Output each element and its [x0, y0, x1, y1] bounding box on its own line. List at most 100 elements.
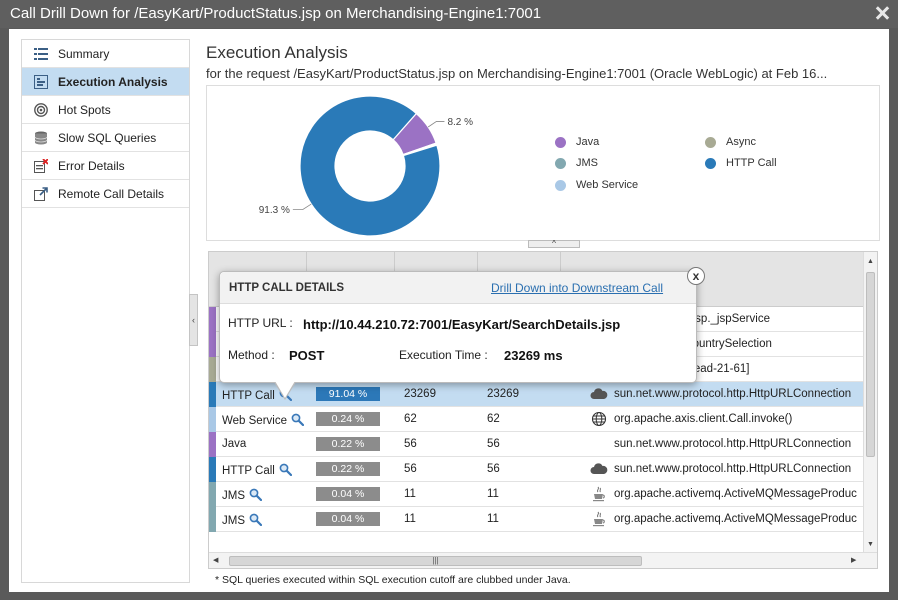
row-type-label: JMS — [222, 515, 245, 527]
legend-dot-web-service — [555, 179, 566, 191]
slice-label: 8.2 % — [447, 117, 473, 128]
scroll-right-icon[interactable]: ▶ — [851, 557, 857, 564]
percentage-badge: 0.04 % — [316, 512, 380, 526]
legend-dot-jms — [555, 157, 566, 169]
legend-label: Java — [576, 136, 600, 148]
legend-label: Web Service — [576, 179, 639, 191]
sidebar-item-execution-analysis[interactable]: Execution Analysis — [22, 68, 189, 96]
scroll-left-icon[interactable]: ◀ — [213, 557, 219, 564]
sidebar-item-label: Execution Analysis — [58, 74, 168, 89]
popup-header: HTTP CALL DETAILS Drill Down into Downst… — [220, 272, 696, 304]
close-icon[interactable] — [875, 6, 889, 20]
row-method: sun.net.www.protocol.http.HttpURLConnect… — [614, 463, 852, 475]
magnifier-icon[interactable] — [279, 463, 292, 479]
window-titlebar: Call Drill Down for /EasyKart/ProductSta… — [0, 0, 898, 28]
legend-item-java[interactable]: Java — [555, 136, 599, 148]
table-row[interactable]: HTTP Call 0.22 % 56 56 sun.net.www.protocol.… — [209, 457, 863, 482]
magnifier-icon[interactable] — [291, 413, 305, 429]
sidebar-item-label: Error Details — [58, 158, 125, 173]
row-total-time: 11 — [404, 488, 416, 500]
row-type: Web Service — [222, 413, 305, 429]
row-type-stripe — [209, 382, 216, 407]
execution-time-label: Execution Time : — [399, 348, 488, 362]
table-row[interactable]: HTTP Call 91.04 % 23269 23269 sun.net.www.pr… — [209, 382, 863, 407]
percentage-badge: 0.24 % — [316, 412, 380, 426]
vertical-scroll-thumb[interactable] — [866, 272, 875, 457]
sidebar: Summary Execution Analysis Hot Spots Slo… — [21, 39, 190, 583]
donut-slice-http-call[interactable] — [299, 95, 441, 237]
row-self-time: 11 — [487, 513, 499, 525]
horizontal-scroll-thumb[interactable]: ||| — [229, 556, 642, 566]
row-total-time: 11 — [404, 513, 416, 525]
sql-cutoff-footnote: * SQL queries executed within SQL execut… — [215, 574, 571, 586]
row-total-time: 23269 — [404, 388, 436, 400]
row-type: Java — [222, 438, 246, 450]
row-method: org.apache.activemq.ActiveMQMessageProdu… — [614, 488, 857, 500]
sidebar-item-hot-spots[interactable]: Hot Spots — [22, 96, 189, 124]
window-title: Call Drill Down for /EasyKart/ProductSta… — [10, 5, 542, 22]
execution-chart-panel: 91.3 % 8.2 % Java Async JMS HTTP Call Web… — [206, 85, 880, 241]
legend-item-http-call[interactable]: HTTP Call — [705, 157, 777, 169]
row-type-label: Java — [222, 438, 247, 450]
horizontal-scrollbar[interactable]: ◀ ||| ▶ — [209, 552, 877, 568]
magnifier-icon[interactable] — [249, 513, 263, 529]
scroll-up-icon[interactable]: ▲ — [867, 258, 874, 265]
sidebar-item-slow-sql-queries[interactable]: Slow SQL Queries — [22, 124, 189, 152]
table-row[interactable]: JMS 0.04 % 11 11 org.apache.activemq.ActiveM… — [209, 507, 863, 532]
list-icon — [34, 47, 48, 61]
table-row[interactable]: JMS 0.04 % 11 11 org.apache.activemq.ActiveM… — [209, 482, 863, 507]
scroll-down-icon[interactable]: ▼ — [867, 541, 874, 548]
table-row[interactable]: Java 0.22 % 56 56 sun.net.www.protocol.http.… — [209, 432, 863, 457]
sidebar-item-summary[interactable]: Summary — [22, 40, 189, 68]
row-self-time: 56 — [487, 463, 500, 475]
method-label: Method : — [228, 348, 275, 362]
sidebar-collapse-handle[interactable]: ‹ — [189, 294, 198, 346]
cloud-icon — [590, 461, 608, 477]
legend-dot-java — [555, 136, 566, 148]
row-type-stripe — [209, 357, 216, 382]
method-value: POST — [289, 348, 325, 363]
percentage-badge: 0.22 % — [316, 462, 380, 476]
row-type-label: JMS — [222, 490, 245, 502]
table-row[interactable]: Web Service 0.24 % 62 62 org.apache.axis.cli… — [209, 407, 863, 432]
java-cup-icon — [590, 486, 608, 502]
globe-icon — [590, 411, 608, 427]
target-icon — [34, 102, 48, 117]
chart-collapse-toggle[interactable]: ^ — [528, 240, 580, 248]
cloud-icon — [590, 386, 608, 402]
row-self-time: 11 — [487, 488, 499, 500]
row-type-label: HTTP Call — [222, 465, 275, 477]
dialog-body: Summary Execution Analysis Hot Spots Slo… — [9, 29, 889, 592]
row-total-time: 62 — [404, 413, 417, 425]
sidebar-item-label: Hot Spots — [58, 102, 111, 117]
popup-title: HTTP CALL DETAILS — [229, 282, 344, 294]
http-url-value: http://10.44.210.72:7001/EasyKart/Search… — [303, 317, 621, 332]
sidebar-item-error-details[interactable]: Error Details — [22, 152, 189, 180]
drill-down-link[interactable]: Drill Down into Downstream Call — [491, 281, 664, 295]
page-subtitle: for the request /EasyKart/ProductStatus.… — [206, 66, 828, 81]
row-self-time: 56 — [487, 438, 500, 450]
legend-dot-http-call — [705, 157, 716, 169]
magnifier-icon[interactable] — [249, 488, 263, 504]
sidebar-item-label: Summary — [58, 46, 110, 61]
row-type-stripe — [209, 432, 216, 457]
percentage-badge: 91.04 % — [316, 387, 380, 401]
external-link-icon — [34, 186, 48, 201]
row-method: sun.net.www.protocol.http.HttpURLConnect… — [614, 388, 852, 400]
execution-time-value: 23269 ms — [504, 348, 563, 363]
row-self-time: 62 — [487, 413, 500, 425]
execution-analysis-icon — [34, 74, 48, 89]
row-method: org.apache.activemq.ActiveMQMessageProdu… — [614, 513, 857, 525]
legend-item-async[interactable]: Async — [705, 136, 756, 148]
page-title: Execution Analysis — [206, 43, 348, 62]
legend-item-jms[interactable]: JMS — [555, 157, 598, 169]
row-type-label: HTTP Call — [222, 390, 275, 402]
row-type: JMS — [222, 488, 263, 504]
error-list-icon — [34, 157, 49, 173]
sidebar-item-remote-call-details[interactable]: Remote Call Details — [22, 180, 189, 208]
vertical-scrollbar[interactable]: ▲ ▼ — [863, 252, 877, 552]
legend-item-web-service[interactable]: Web Service — [555, 179, 638, 191]
database-icon — [34, 131, 48, 145]
percentage-badge: 0.22 % — [316, 437, 380, 451]
popup-close-button[interactable]: x — [687, 267, 705, 285]
